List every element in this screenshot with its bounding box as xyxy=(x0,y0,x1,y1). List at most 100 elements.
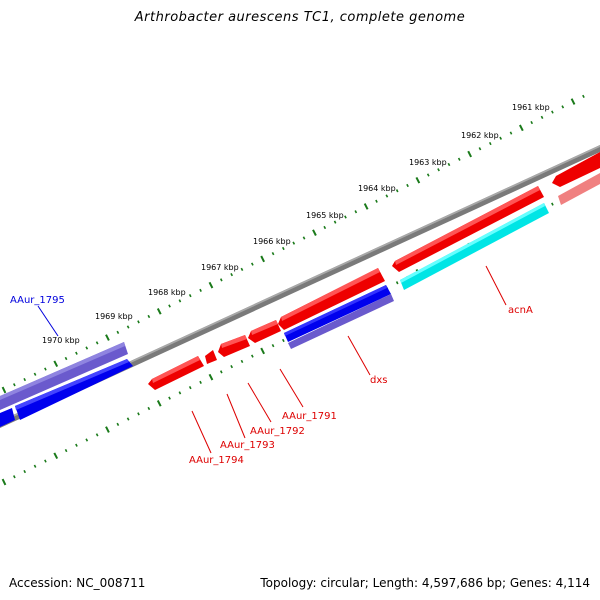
scale-tick xyxy=(354,210,358,214)
scale-tick xyxy=(312,229,317,236)
gene-label-dxs[interactable]: dxs xyxy=(370,375,387,386)
gene-arrow-aaur-1793[interactable] xyxy=(205,350,217,364)
scale-tick xyxy=(219,370,223,374)
callout-line-aaur-1794 xyxy=(191,410,212,454)
scale-tick xyxy=(499,136,503,140)
scale-tick xyxy=(33,372,37,376)
scale-tick xyxy=(156,400,162,407)
scale-tick xyxy=(188,386,192,390)
gene-arrow-aaur-1792-shade xyxy=(221,335,247,348)
kbp-label-1966: 1966 kbp xyxy=(253,237,291,246)
scale-tick xyxy=(375,199,378,203)
scale-tick xyxy=(12,475,16,479)
gene-label-aaur-1794[interactable]: AAur_1794 xyxy=(189,455,244,466)
gene-arrow-dxs-lower[interactable] xyxy=(288,294,394,349)
scale-tick xyxy=(116,422,120,426)
scale-tick xyxy=(116,330,120,334)
gene-label-aaur-1791[interactable]: AAur_1791 xyxy=(282,411,337,422)
gene-arrow-aaur-1787[interactable] xyxy=(552,152,600,187)
scale-tick xyxy=(271,252,275,256)
scale-tick xyxy=(395,189,399,193)
scale-tick xyxy=(105,426,110,433)
gene-label-aaur-1793[interactable]: AAur_1793 xyxy=(220,440,275,451)
scale-tick xyxy=(561,105,565,109)
scale-tick xyxy=(1,386,7,394)
scale-tick xyxy=(426,173,430,177)
scale-tick xyxy=(551,110,554,114)
gene-arrow-aaur-1791-shade xyxy=(251,320,278,335)
scale-tick xyxy=(302,236,306,240)
scale-tick xyxy=(385,194,389,198)
scale-tick xyxy=(323,225,327,230)
scale-tick xyxy=(75,443,78,447)
accession-text: Accession: NC_008711 xyxy=(9,576,146,590)
scale-tick xyxy=(178,391,182,395)
gene-arrow-dxs-shade xyxy=(284,285,387,336)
gene-arrow-acna-shade xyxy=(400,203,545,283)
callout-line-aaur-1792 xyxy=(247,382,272,423)
scale-tick xyxy=(260,347,265,355)
scale-tick xyxy=(363,203,369,210)
genome-summary-text: Topology: circular; Length: 4,597,686 bp… xyxy=(260,576,590,590)
scale-tick xyxy=(33,464,37,468)
kbp-label-1969: 1969 kbp xyxy=(95,312,133,321)
scale-tick xyxy=(551,202,554,206)
scale-tick xyxy=(219,278,223,282)
scale-tick xyxy=(250,262,254,266)
kbp-label-1965: 1965 kbp xyxy=(306,211,344,220)
scale-tick xyxy=(23,377,27,382)
scale-tick xyxy=(85,438,89,442)
scale-tick xyxy=(126,417,130,421)
scale-tick xyxy=(530,120,534,125)
scale-tick xyxy=(540,115,544,119)
gene-label-aaur-1792[interactable]: AAur_1792 xyxy=(250,426,305,437)
gene-arrow-dxs[interactable] xyxy=(284,285,391,342)
scale-tick xyxy=(44,367,47,371)
scale-tick xyxy=(137,412,140,416)
scale-tick xyxy=(126,325,130,329)
scale-tick xyxy=(230,365,234,369)
callout-line-dxs xyxy=(347,335,371,376)
scale-tick xyxy=(199,380,202,384)
callout-line-acna xyxy=(485,265,507,306)
gene-arrow-aaur-1790[interactable] xyxy=(278,268,385,330)
scale-tick xyxy=(271,344,275,348)
scale-tick xyxy=(437,168,440,172)
scale-tick xyxy=(281,338,285,343)
scale-tick xyxy=(168,396,171,400)
gene-arrow-acna[interactable] xyxy=(400,203,549,290)
callout-line-aaur-1791 xyxy=(279,368,304,408)
gene-arrow-aaur-1788[interactable] xyxy=(558,173,600,205)
scale-tick xyxy=(281,246,285,251)
scale-tick xyxy=(292,241,296,245)
scale-tick xyxy=(230,273,234,277)
gene-arrow-aaur-1789-shade xyxy=(395,186,540,265)
scale-tick xyxy=(395,281,399,285)
scale-tick xyxy=(415,176,421,184)
scale-tick xyxy=(1,478,7,486)
gene-arrow-aaur-1795-reverse[interactable] xyxy=(15,359,133,420)
gene-label-aaur-1795[interactable]: AAur_1795 xyxy=(10,295,65,306)
scale-tick xyxy=(208,281,214,289)
scale-tick xyxy=(95,433,99,437)
scale-tick xyxy=(509,131,513,135)
scale-tick xyxy=(95,341,99,345)
gene-arrow-aaur-1796[interactable] xyxy=(0,408,15,427)
scale-tick xyxy=(137,320,140,324)
scale-tick xyxy=(457,157,461,161)
scale-tick xyxy=(85,346,89,350)
gene-arrow-aaur-1795-reverse-shade xyxy=(15,359,129,410)
scale-tick xyxy=(467,150,472,158)
gene-arrow-aaur-1795-forward[interactable] xyxy=(0,342,128,410)
scale-tick xyxy=(53,452,59,460)
scale-tick xyxy=(260,255,265,263)
tick-track-upper xyxy=(1,94,585,394)
kbp-label-1970: 1970 kbp xyxy=(42,336,80,345)
kbp-label-1967: 1967 kbp xyxy=(201,263,239,272)
kbp-label-1964: 1964 kbp xyxy=(358,184,396,193)
gene-arrow-aaur-1795-forward-shade xyxy=(0,342,125,400)
scale-tick xyxy=(156,308,162,315)
scale-tick xyxy=(53,360,59,368)
gene-label-acna[interactable]: acnA xyxy=(508,305,533,316)
scale-tick xyxy=(199,288,202,292)
